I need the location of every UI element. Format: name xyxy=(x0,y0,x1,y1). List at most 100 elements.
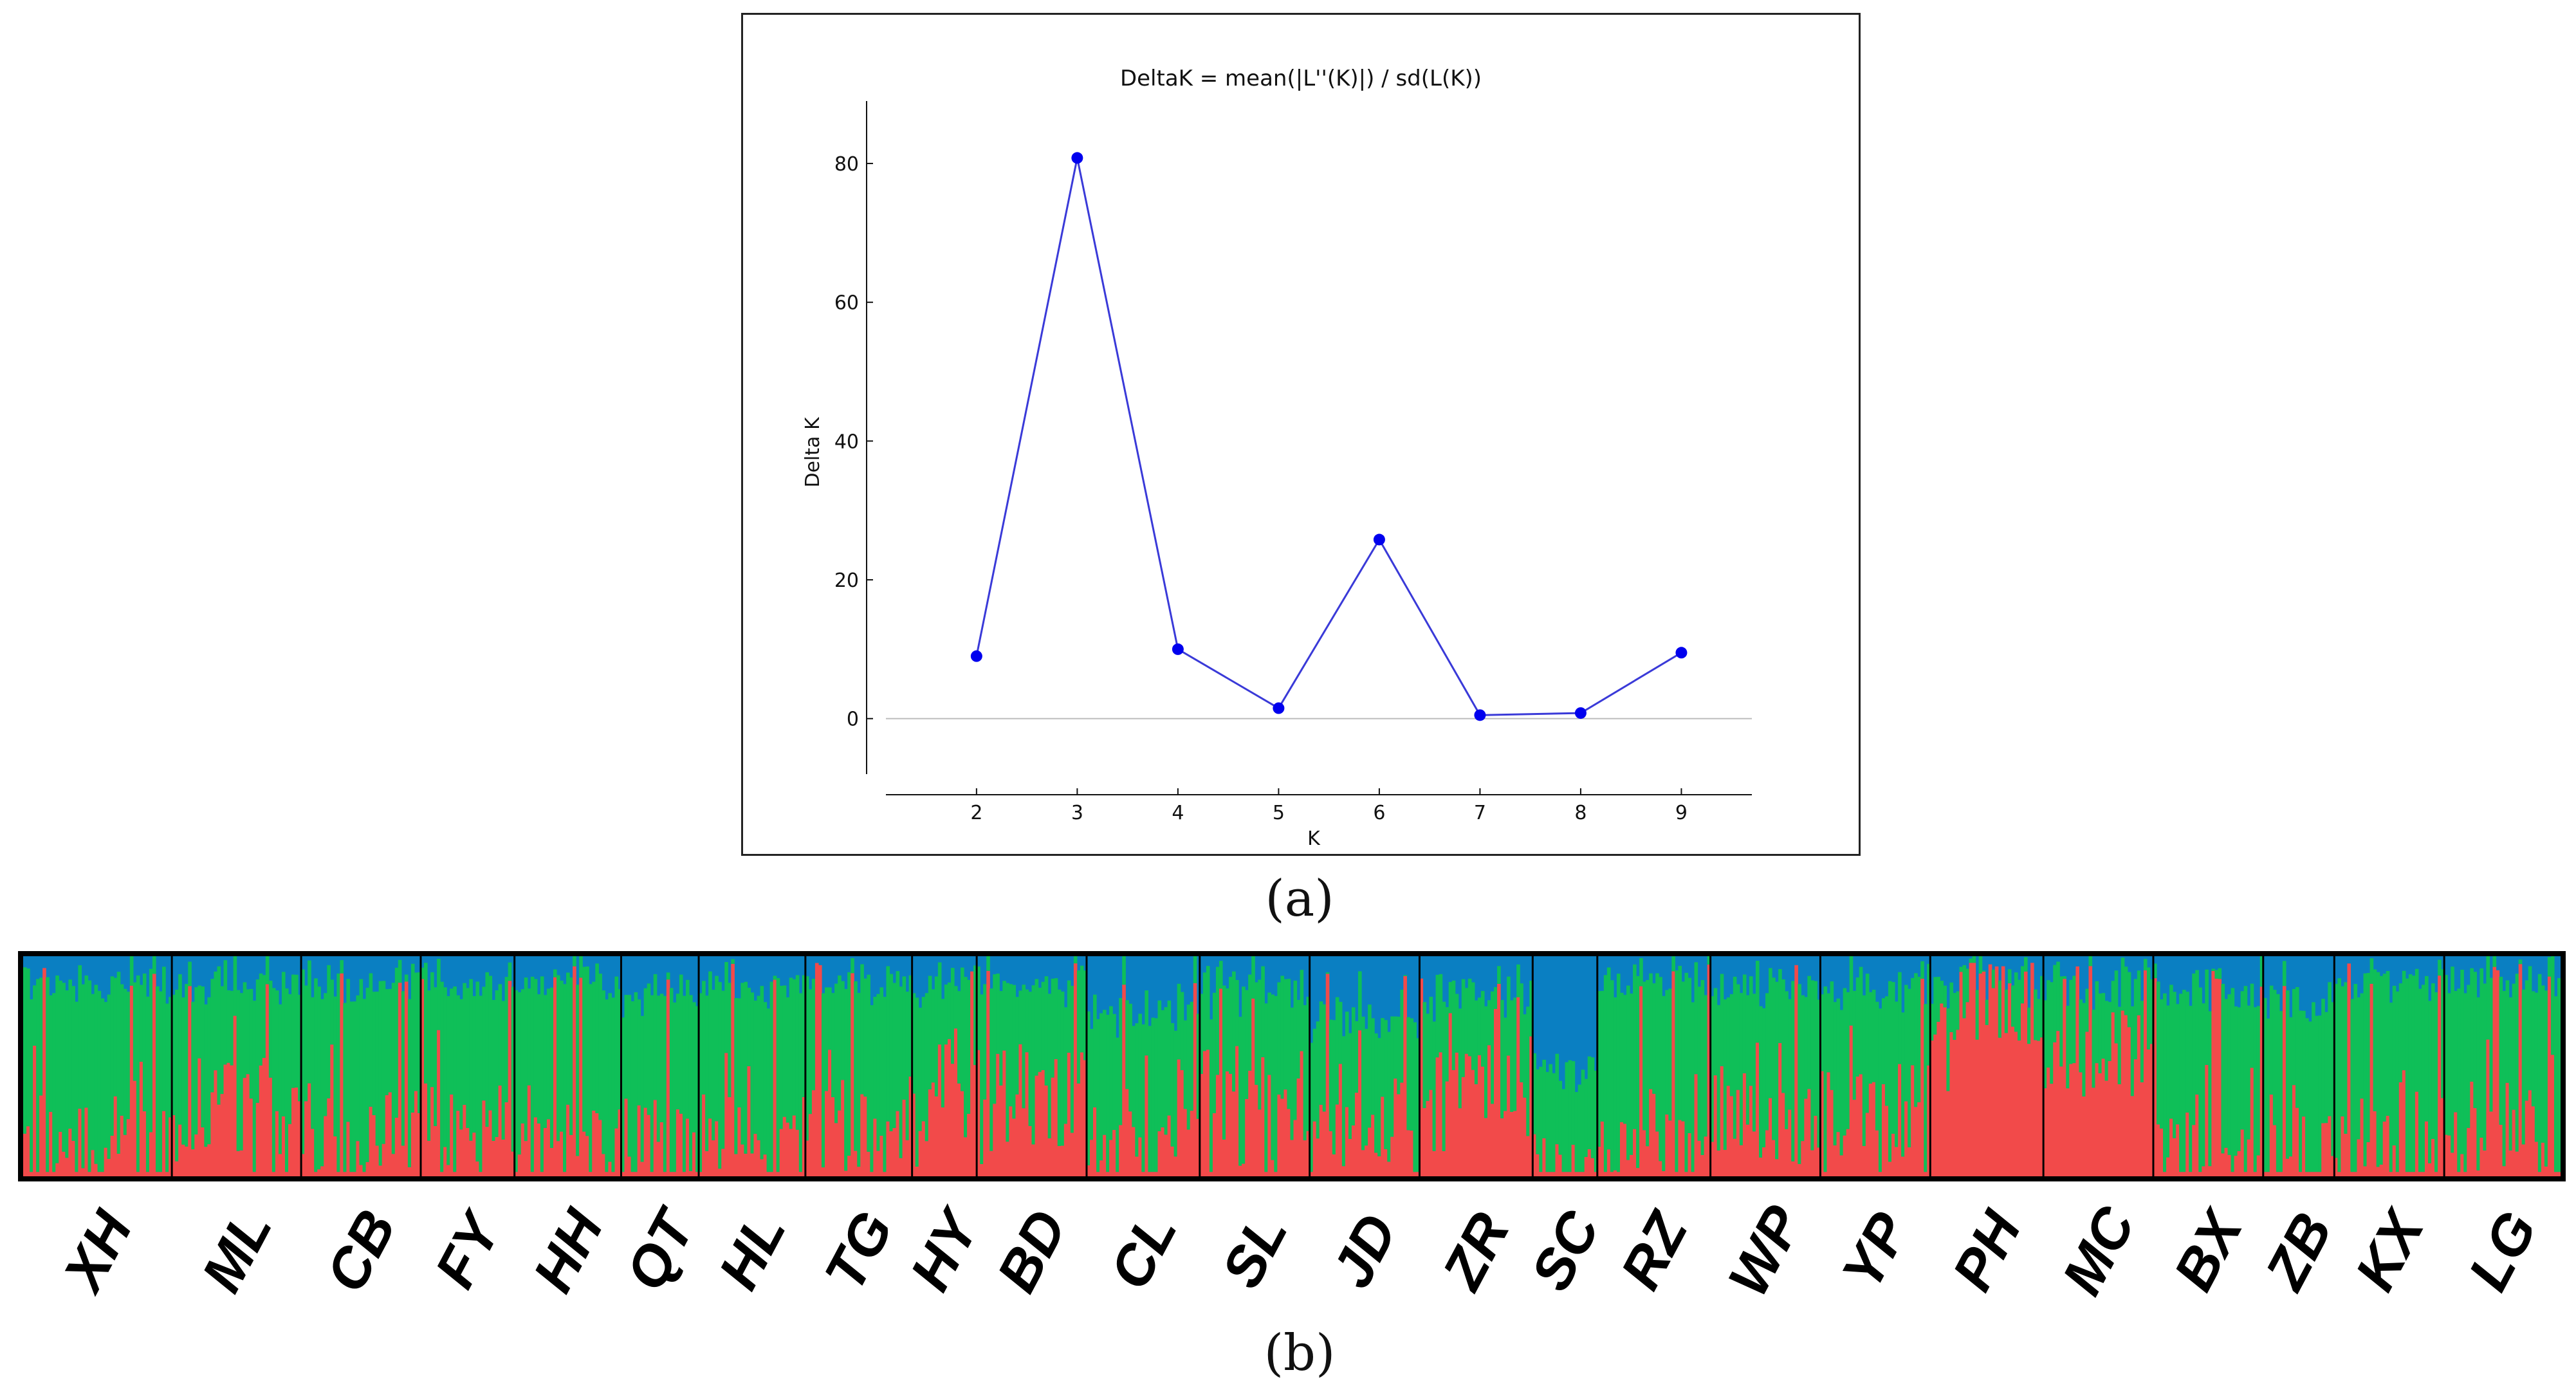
individual-bar-green xyxy=(298,994,302,1102)
individual-bar-green xyxy=(1212,992,1217,1113)
individual-bar-green xyxy=(1778,969,1782,1043)
individual-bar-red xyxy=(382,1143,386,1176)
individual-bar-green xyxy=(511,986,515,1152)
individual-bar-red xyxy=(1410,1130,1414,1176)
individual-bar-green xyxy=(2392,985,2397,1145)
individual-bar-green xyxy=(410,963,415,1113)
individual-bar-red xyxy=(695,1172,699,1176)
individual-bar-green xyxy=(2234,1006,2238,1156)
individual-bar-green xyxy=(1345,1012,1349,1107)
individual-bar-green xyxy=(1597,991,1601,1147)
individual-bar-red xyxy=(2312,1172,2315,1176)
individual-bar-green xyxy=(1006,983,1009,1142)
individual-bar-green xyxy=(1791,981,1795,1161)
individual-bar-red xyxy=(517,1154,522,1176)
individual-bar-red xyxy=(1490,1104,1495,1176)
individual-bar-red xyxy=(2023,971,2028,1176)
individual-bar-green xyxy=(1432,1021,1437,1151)
individual-bar-green xyxy=(605,999,609,1172)
individual-bar-green xyxy=(1116,1037,1119,1172)
individual-bar-red xyxy=(2075,966,2079,1176)
individual-bar-green xyxy=(1135,1023,1139,1157)
individual-bar-red xyxy=(825,1091,829,1176)
individual-bar-green xyxy=(1959,967,1964,972)
individual-bar-green xyxy=(1154,1018,1159,1172)
individual-bar-green xyxy=(1578,1084,1582,1172)
individual-bar-red xyxy=(1435,1057,1440,1176)
individual-bar-red xyxy=(792,1115,796,1176)
individual-bar-red xyxy=(346,1122,351,1176)
individual-bar-green xyxy=(2395,991,2400,1172)
individual-bar-green xyxy=(2451,967,2454,1153)
individual-bar-red xyxy=(1471,1069,1475,1176)
individual-bar-red xyxy=(1229,1073,1233,1176)
individual-bar-red xyxy=(33,1046,37,1176)
individual-bar-green xyxy=(1122,956,1126,985)
individual-bar-red xyxy=(472,1133,476,1176)
individual-bar-green xyxy=(672,1002,677,1172)
individual-bar-red xyxy=(185,1146,189,1176)
individual-bar-red xyxy=(330,1044,334,1176)
individual-bar-red xyxy=(1497,983,1501,1176)
individual-bar-red xyxy=(97,1172,102,1176)
individual-bar-red xyxy=(1616,1172,1621,1176)
individual-bar-red xyxy=(1028,1125,1033,1176)
individual-bar-red xyxy=(191,1149,195,1176)
individual-bar-green xyxy=(1381,1018,1385,1097)
individual-bar-red xyxy=(1371,1115,1375,1176)
individual-bar-red xyxy=(2337,1172,2341,1176)
individual-bar-red xyxy=(1749,1086,1753,1176)
individual-bar-red xyxy=(2366,1142,2371,1176)
individual-bar-green xyxy=(2237,1007,2241,1151)
individual-bar-red xyxy=(2473,1107,2477,1176)
individual-bar-green xyxy=(498,984,502,1086)
individual-bar-red xyxy=(2234,1156,2238,1176)
individual-bar-red xyxy=(576,1156,580,1176)
individual-bar-red xyxy=(1817,1147,1821,1176)
individual-bar-green xyxy=(1659,977,1662,1161)
individual-bar-red xyxy=(618,1109,622,1176)
individual-bar-red xyxy=(2499,1124,2503,1176)
individual-bar-red xyxy=(546,1119,551,1176)
individual-bar-green xyxy=(825,987,829,1091)
individual-bar-red xyxy=(1439,1052,1443,1176)
individual-bar-red xyxy=(401,1145,405,1176)
population-label-yp: YP xyxy=(1829,1202,1921,1299)
individual-bar-red xyxy=(1426,1100,1430,1176)
y-tick-label: 80 xyxy=(834,153,859,176)
individual-bar-red xyxy=(769,1172,774,1176)
individual-bar-red xyxy=(737,1107,741,1176)
individual-bar-green xyxy=(404,974,409,982)
individual-bar-red xyxy=(1148,1172,1152,1176)
individual-bar-red xyxy=(1357,1030,1362,1176)
individual-bar-green xyxy=(2454,990,2458,1113)
individual-bar-green xyxy=(382,981,386,1144)
population-label-kx: KX xyxy=(2342,1201,2436,1300)
individual-bar-red xyxy=(2463,1172,2467,1176)
individual-bar-green xyxy=(1755,961,1760,1043)
individual-bar-green xyxy=(1875,1001,1879,1131)
individual-bar-green xyxy=(957,991,961,1084)
individual-bar-red xyxy=(443,1147,447,1176)
individual-bar-red xyxy=(1474,1084,1478,1176)
individual-bar-red xyxy=(1675,1172,1679,1176)
individual-bar-red xyxy=(847,1155,851,1176)
individual-bar-red xyxy=(1933,1034,1937,1176)
individual-bar-green xyxy=(1965,968,1970,1003)
individual-bar-red xyxy=(1875,1130,1879,1176)
individual-bar-green xyxy=(1920,961,1924,979)
individual-bar-green xyxy=(773,976,777,980)
individual-bar-red xyxy=(220,1094,225,1176)
individual-bar-red xyxy=(1739,1145,1743,1176)
individual-bar-red xyxy=(1852,1100,1857,1176)
individual-bar-red xyxy=(162,1111,166,1176)
individual-bar-red xyxy=(2341,1116,2344,1176)
individual-bar-red xyxy=(1778,1042,1782,1176)
individual-bar-green xyxy=(482,986,486,1101)
individual-bar-green xyxy=(2402,970,2406,1071)
individual-bar-red xyxy=(278,1154,282,1176)
individual-bar-red xyxy=(55,1163,59,1176)
individual-bar-green xyxy=(2550,956,2555,1055)
individual-bar-red xyxy=(2534,1142,2539,1176)
individual-bar-green xyxy=(1930,1003,1934,1041)
